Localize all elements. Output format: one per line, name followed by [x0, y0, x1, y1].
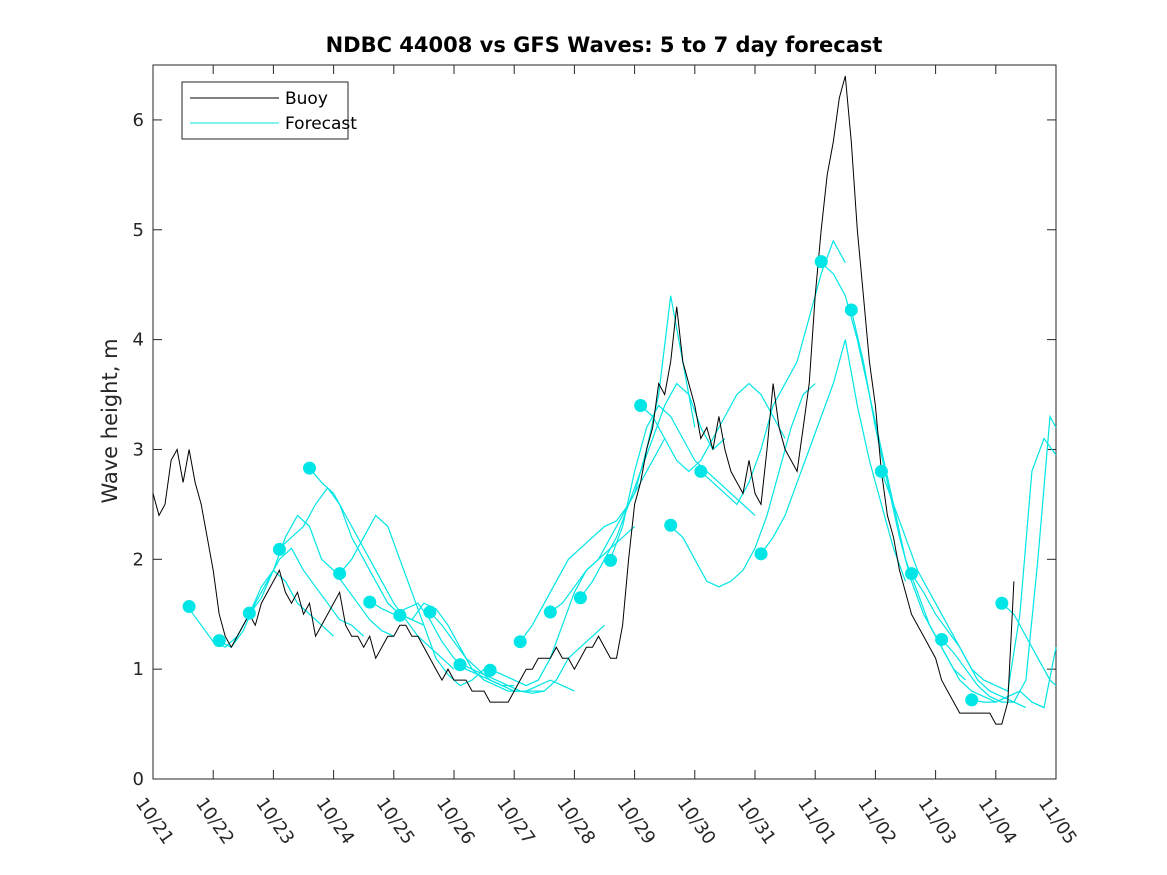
forecast-line — [880, 471, 1027, 709]
x-tick-label: 11/03 — [914, 794, 961, 849]
x-tick-label: 10/31 — [733, 794, 780, 849]
y-tick-label: 2 — [133, 549, 144, 570]
forecast-line — [218, 547, 365, 648]
x-tick-label: 11/01 — [793, 794, 840, 849]
forecast-line — [459, 624, 605, 694]
forecast-marker — [212, 634, 226, 648]
legend: Buoy Forecast — [181, 81, 357, 140]
forecast-marker — [363, 595, 377, 609]
forecast-marker — [664, 518, 678, 532]
forecast-line — [549, 295, 696, 613]
forecast-line — [339, 514, 485, 687]
forecast-marker — [242, 606, 256, 620]
forecast-marker — [393, 608, 407, 622]
chart-title: NDBC 44008 vs GFS Waves: 5 to 7 day fore… — [326, 33, 883, 57]
forecast-marker — [935, 632, 949, 646]
forecast-marker — [573, 591, 587, 605]
legend-label-buoy: Buoy — [285, 89, 328, 109]
forecast-line — [309, 467, 455, 670]
y-axis-label: Wave height, m — [98, 338, 122, 503]
forecast-marker — [965, 693, 979, 707]
x-tick-label: 11/05 — [1034, 794, 1081, 849]
y-tick-label: 1 — [133, 659, 144, 680]
forecast-marker — [453, 658, 467, 672]
forecast-line — [248, 514, 395, 637]
x-tick-label: 10/25 — [372, 794, 419, 849]
x-tick-label: 10/26 — [432, 794, 479, 849]
x-tick-label: 11/02 — [853, 794, 900, 849]
forecast-line — [971, 647, 1057, 709]
buoy-line — [152, 75, 1015, 725]
forecast-line — [609, 404, 756, 560]
forecast-marker — [423, 605, 437, 619]
forecast-marker — [995, 596, 1009, 610]
forecast-marker — [483, 663, 497, 677]
x-tick-label: 10/21 — [131, 794, 178, 849]
x-tick-label: 10/23 — [251, 794, 298, 849]
forecast-marker — [272, 542, 286, 556]
y-tick-label: 3 — [133, 439, 144, 460]
forecast-marker — [634, 399, 648, 413]
forecast-marker — [814, 255, 828, 269]
x-tick-label: 10/22 — [191, 794, 238, 849]
forecast-marker — [303, 461, 317, 475]
y-tick-label: 0 — [133, 769, 144, 790]
forecast-marker — [844, 303, 858, 317]
forecast-marker — [604, 553, 618, 567]
forecast-line — [760, 339, 907, 582]
y-tick-label: 6 — [133, 110, 144, 131]
forecast-line — [670, 383, 816, 588]
forecast-line — [700, 239, 846, 506]
forecast-line — [429, 611, 575, 692]
forecast-marker — [874, 464, 888, 478]
x-tick-label: 10/30 — [673, 794, 720, 849]
forecast-line — [910, 437, 1057, 692]
forecast-marker — [543, 605, 557, 619]
x-tick-label: 10/24 — [312, 794, 359, 849]
forecast-line — [850, 309, 997, 703]
x-tick-label: 10/28 — [552, 794, 599, 849]
x-tick-label: 11/04 — [974, 794, 1021, 849]
axes-box — [152, 64, 1057, 780]
y-tick-label: 5 — [133, 220, 144, 241]
forecast-marker — [513, 635, 527, 649]
x-tick-label: 10/27 — [492, 794, 539, 849]
plot-area: 0 1 2 3 4 5 6 10/21 10/22 10/23 10/24 10/25 10/26 10/… — [131, 64, 1081, 849]
forecast-line — [941, 414, 1057, 703]
x-tick-label: 10/29 — [613, 794, 660, 849]
y-tick-label: 4 — [133, 330, 144, 351]
forecast-marker — [182, 600, 196, 614]
forecast-marker — [905, 567, 919, 581]
forecast-marker — [694, 464, 708, 478]
forecast-marker — [333, 567, 347, 581]
legend-label-forecast: Forecast — [285, 114, 357, 134]
forecast-line — [489, 525, 636, 687]
forecast-line — [640, 382, 786, 473]
legend-box — [181, 81, 349, 140]
forecast-marker — [754, 547, 768, 561]
